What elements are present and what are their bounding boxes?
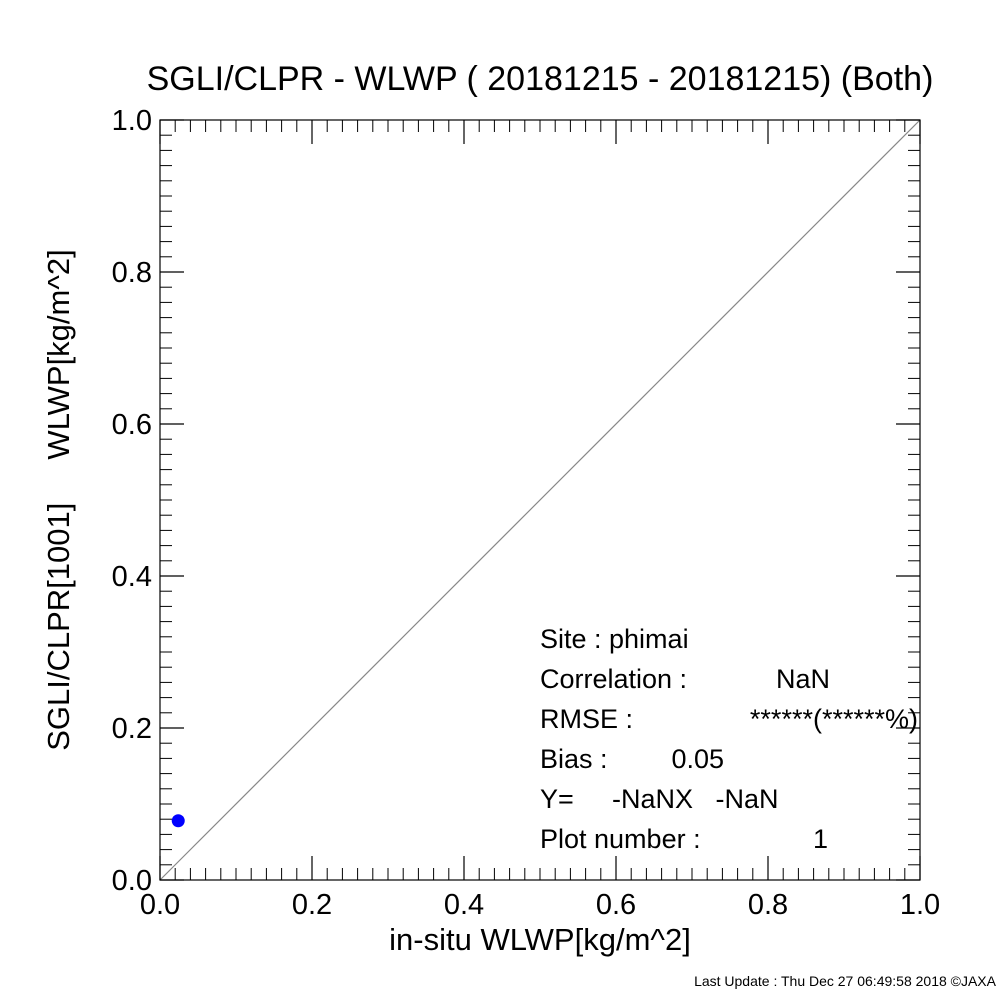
- y-tick-label: 0.8: [112, 257, 152, 289]
- y-tick-label: 0.0: [112, 865, 152, 897]
- x-tick-label: 0.2: [292, 889, 332, 921]
- stat-bias-label: Bias :: [540, 744, 608, 774]
- stats-box: Site : phimai Correlation : NaN RMSE : *…: [540, 624, 918, 854]
- x-tick-label: 0.4: [444, 889, 484, 921]
- stat-count-value: 1: [813, 824, 828, 854]
- plot-frame: [159, 119, 921, 881]
- reference-line-group: [159, 119, 921, 881]
- stat-site: Site : phimai: [540, 624, 689, 654]
- stat-fit-value: -NaNX -NaN: [612, 784, 779, 814]
- x-tick-label: 0.8: [748, 889, 788, 921]
- x-tick-label: 1.0: [900, 889, 940, 921]
- last-update-footer: Last Update : Thu Dec 27 06:49:58 2018 ©…: [694, 973, 997, 989]
- stat-count-label: Plot number :: [540, 824, 701, 854]
- y-tick-labels: 0.0 0.2 0.4 0.6 0.8 1.0: [112, 105, 152, 897]
- stat-bias-value: 0.05: [671, 744, 724, 774]
- x-tick-label: 0.6: [596, 889, 636, 921]
- reference-line: [159, 119, 921, 881]
- stat-correlation-label: Correlation :: [540, 664, 687, 694]
- y-tick-label: 0.4: [112, 561, 152, 593]
- data-points: [171, 814, 185, 828]
- x-tick-label: 0.0: [140, 889, 180, 921]
- minor-ticks: [160, 120, 920, 880]
- y-tick-label: 0.2: [112, 713, 152, 745]
- x-axis-label: in-situ WLWP[kg/m^2]: [389, 922, 691, 957]
- stat-rmse-label: RMSE :: [540, 704, 633, 734]
- stat-rmse-value: ******(******%): [750, 704, 918, 734]
- stat-correlation-value: NaN: [776, 664, 830, 694]
- chart-title: SGLI/CLPR - WLWP ( 20181215 - 20181215) …: [147, 60, 934, 98]
- data-point: [171, 814, 185, 828]
- y-tick-label: 0.6: [112, 409, 152, 441]
- y-axis-label: SGLI/CLPR[1001] WLWP[kg/m^2]: [41, 249, 76, 751]
- stat-fit-label: Y=: [540, 784, 574, 814]
- x-tick-labels: 0.0 0.2 0.4 0.6 0.8 1.0: [140, 889, 940, 921]
- y-tick-label: 1.0: [112, 105, 152, 137]
